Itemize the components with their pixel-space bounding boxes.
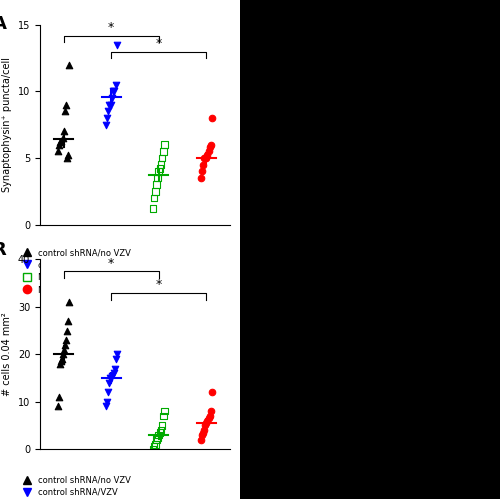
Point — [198, 167, 205, 175]
Point — [152, 436, 160, 444]
Y-axis label: Synaptophysin⁺ puncta/cell: Synaptophysin⁺ puncta/cell — [2, 57, 12, 192]
Point — [200, 154, 208, 162]
Point — [206, 412, 214, 420]
Point — [106, 374, 114, 382]
Point — [110, 364, 118, 372]
Point — [160, 412, 168, 420]
Point — [196, 174, 204, 182]
Point — [160, 147, 168, 155]
Point — [108, 94, 116, 102]
Point — [207, 141, 215, 149]
Point — [62, 101, 70, 109]
Point — [156, 165, 164, 173]
Point — [154, 433, 162, 441]
Point — [107, 374, 115, 382]
Point — [64, 151, 72, 159]
Point — [200, 426, 208, 434]
Point — [149, 205, 157, 213]
Text: R: R — [0, 241, 6, 258]
Point — [66, 61, 74, 69]
Point — [150, 443, 158, 451]
Point — [113, 350, 121, 358]
Point — [208, 114, 216, 122]
Point — [113, 41, 121, 49]
Point — [62, 341, 70, 349]
Point — [158, 421, 166, 429]
Point — [198, 431, 205, 439]
Point — [55, 141, 63, 149]
Point — [106, 101, 114, 109]
Point — [152, 441, 160, 448]
Point — [58, 134, 66, 142]
Point — [54, 147, 62, 155]
Point — [155, 431, 163, 439]
Point — [104, 388, 112, 396]
Point — [102, 398, 110, 406]
Point — [206, 143, 214, 151]
Point — [61, 107, 69, 115]
Point — [108, 372, 116, 380]
Point — [102, 402, 110, 410]
Point — [160, 141, 168, 149]
Point — [201, 421, 209, 429]
Text: *: * — [156, 37, 162, 50]
Point — [204, 147, 212, 155]
Point — [207, 407, 215, 415]
Legend: control shRNA/no VZV, control shRNA/VZV, Nrxn3 shRNA/no VZV, Nrxn3 shRNA/VZV: control shRNA/no VZV, control shRNA/VZV,… — [16, 472, 134, 499]
Text: *: * — [156, 278, 162, 291]
Point — [56, 138, 64, 146]
Point — [152, 181, 160, 189]
Point — [60, 345, 68, 353]
Point — [199, 429, 207, 437]
Point — [55, 393, 63, 401]
Point — [199, 161, 207, 169]
Point — [160, 407, 168, 415]
Point — [105, 379, 113, 387]
Point — [204, 414, 212, 422]
Point — [112, 81, 120, 89]
Point — [102, 121, 110, 129]
Point — [59, 350, 67, 358]
Point — [64, 326, 72, 334]
Point — [58, 137, 66, 145]
Point — [149, 445, 157, 453]
Point — [103, 114, 111, 122]
Point — [112, 355, 120, 363]
Point — [155, 167, 163, 175]
Point — [110, 87, 118, 95]
Point — [157, 426, 165, 434]
Point — [54, 402, 62, 410]
Text: *: * — [108, 257, 114, 270]
Point — [156, 429, 164, 437]
Point — [196, 436, 204, 444]
Point — [64, 317, 72, 325]
Point — [62, 336, 70, 344]
Point — [158, 154, 166, 162]
Point — [157, 161, 165, 169]
Point — [202, 154, 210, 162]
Point — [109, 87, 117, 95]
Point — [104, 107, 112, 115]
Point — [201, 154, 209, 162]
Point — [152, 187, 160, 195]
Y-axis label: # cells 0.04 mm²: # cells 0.04 mm² — [2, 312, 12, 396]
Point — [66, 298, 74, 306]
Text: *: * — [108, 21, 114, 34]
Point — [110, 369, 118, 377]
Legend: control shRNA/no VZV, control shRNA/VZV, Nrxn3 shRNA/no VZV, Nrxn3 shRNA/VZV: control shRNA/no VZV, control shRNA/VZV,… — [16, 245, 134, 297]
Point — [57, 357, 65, 365]
Point — [150, 194, 158, 202]
Point — [60, 127, 68, 135]
Point — [56, 360, 64, 368]
Point — [208, 388, 216, 396]
Point — [106, 101, 114, 109]
Point — [204, 151, 212, 159]
Text: A: A — [0, 15, 6, 33]
Point — [63, 154, 71, 162]
Point — [154, 174, 162, 182]
Point — [202, 419, 210, 427]
Point — [204, 417, 212, 425]
Point — [58, 355, 66, 363]
